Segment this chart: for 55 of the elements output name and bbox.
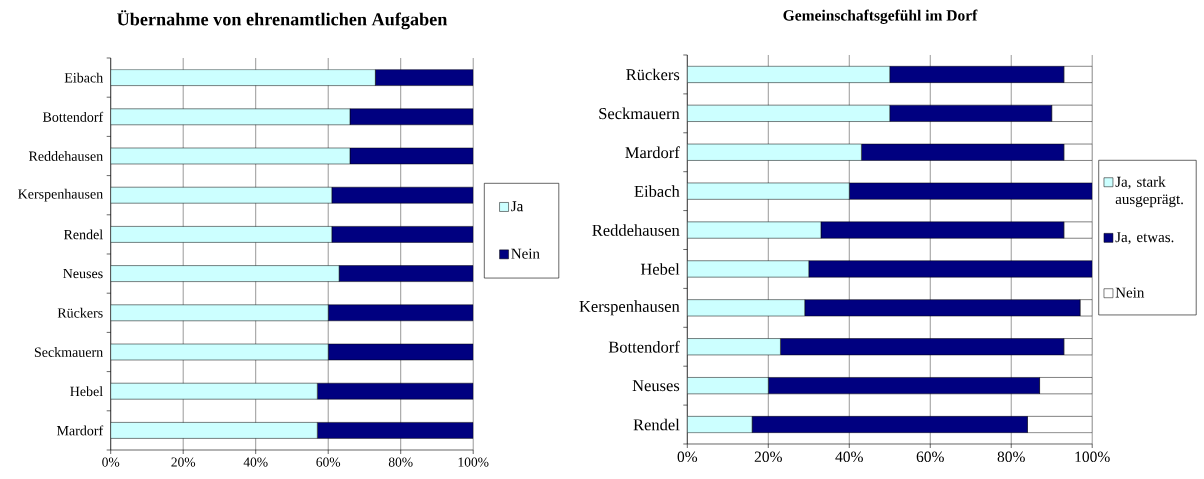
- y-tick-label: Kerspenhausen: [579, 300, 680, 316]
- y-tick-label: Seckmauern: [34, 347, 103, 357]
- bar: [110, 265, 340, 282]
- x-tick-label: 100%: [458, 457, 489, 467]
- legend-label: Nein: [511, 248, 540, 259]
- bar: [331, 186, 474, 204]
- x-tick-label: 0%: [102, 457, 120, 467]
- bar: [110, 108, 351, 126]
- y-tick-label: Rendel: [633, 418, 680, 431]
- y-tick-label: Neuses: [632, 380, 680, 392]
- y-tick-label: Hebel: [70, 386, 103, 397]
- x-tick-label: 40%: [835, 451, 863, 463]
- y-tick-label: Bottendorf: [42, 111, 104, 122]
- chart-title: Gemeinschaftsgefühl im Dorf: [783, 9, 978, 24]
- legend-label: Ja, etwas.: [1115, 232, 1174, 245]
- y-tick-label: Rendel: [63, 229, 103, 240]
- x-tick-label: 80%: [388, 457, 413, 467]
- x-tick-label: 100%: [1075, 451, 1110, 463]
- y-tick-label: Bottendorf: [608, 340, 680, 353]
- y-tick-label: Reddehausen: [592, 224, 680, 236]
- x-tick-label: 0%: [677, 451, 698, 463]
- y-tick-label: Eibach: [64, 72, 103, 83]
- bar: [317, 422, 474, 439]
- y-tick-label: Eibach: [634, 185, 680, 197]
- y-tick-label: Neuses: [63, 268, 103, 279]
- y-tick-label: Hebel: [640, 263, 680, 275]
- y-tick-label: Seckmauern: [599, 107, 680, 120]
- chart-title: Übernahme von ehrenamtlichen Aufgaben: [117, 10, 448, 30]
- bar: [110, 226, 333, 243]
- bar: [338, 265, 474, 282]
- bar: [331, 226, 474, 243]
- legend-label: Ja, stark ausgeprägt.: [1115, 176, 1183, 208]
- bar: [110, 382, 318, 400]
- bar: [110, 69, 376, 86]
- y-tick-label: Mardorf: [56, 425, 104, 436]
- bar: [349, 108, 474, 126]
- y-tick-label: Mardorf: [625, 146, 680, 159]
- x-tick-label: 60%: [916, 451, 944, 463]
- x-tick-label: 40%: [243, 457, 268, 467]
- bar: [317, 382, 474, 400]
- x-tick-label: 20%: [754, 451, 782, 463]
- x-tick-label: 80%: [997, 451, 1025, 463]
- y-tick-label: Kerspenhausen: [18, 188, 103, 202]
- x-tick-label: 60%: [316, 457, 341, 467]
- bar: [110, 422, 318, 439]
- y-tick-label: Reddehausen: [28, 151, 103, 161]
- legend-label: Ja: [511, 201, 524, 212]
- bar: [110, 304, 329, 322]
- y-tick-label: Rückers: [626, 68, 680, 81]
- legend-label: Nein: [1115, 287, 1145, 298]
- y-tick-label: Rückers: [57, 307, 103, 318]
- bar: [110, 186, 333, 204]
- x-tick-label: 20%: [171, 457, 196, 467]
- bar: [327, 304, 474, 322]
- bar: [375, 69, 474, 86]
